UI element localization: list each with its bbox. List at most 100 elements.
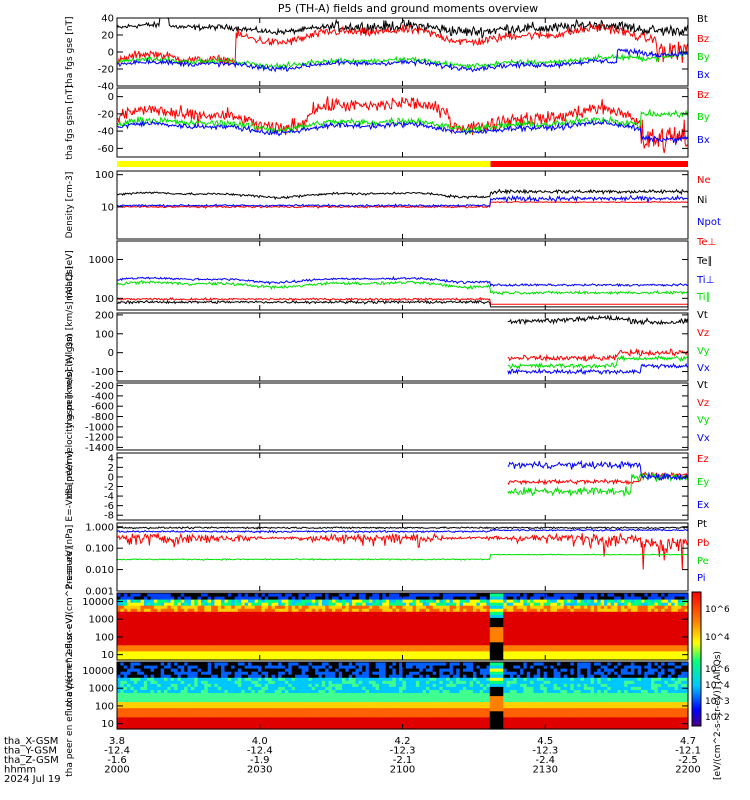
spec-cell bbox=[664, 617, 669, 621]
spec-cell bbox=[295, 641, 299, 646]
spec-cell bbox=[382, 614, 387, 618]
spec-cell bbox=[436, 629, 441, 634]
spec-cell bbox=[560, 614, 565, 618]
spec-cell bbox=[177, 722, 182, 727]
spec-cell bbox=[533, 650, 538, 655]
spec-cell bbox=[375, 650, 380, 655]
spec-cell bbox=[567, 593, 572, 597]
spec-cell bbox=[409, 608, 414, 612]
spec-cell bbox=[610, 614, 615, 618]
spec-cell bbox=[143, 647, 148, 652]
spec-cell bbox=[597, 605, 602, 609]
spec-cell bbox=[647, 657, 652, 661]
spec-cell bbox=[211, 692, 215, 697]
spec-cell bbox=[174, 623, 179, 628]
spec-cell bbox=[345, 641, 350, 646]
spec-cell bbox=[681, 623, 686, 628]
spec-cell bbox=[395, 593, 400, 597]
spec-cell bbox=[499, 653, 504, 658]
spec-cell bbox=[459, 650, 464, 655]
spec-cell bbox=[590, 602, 595, 606]
spec-cell bbox=[221, 593, 226, 597]
spec-cell bbox=[389, 644, 394, 649]
spec-cell bbox=[217, 701, 222, 706]
spec-cell bbox=[311, 623, 316, 628]
spec-cell bbox=[432, 632, 437, 637]
spec-cell bbox=[671, 641, 676, 646]
spec-cell bbox=[432, 653, 437, 658]
spec-cell bbox=[624, 632, 629, 637]
spec-cell bbox=[231, 647, 236, 652]
spec-cell bbox=[120, 596, 125, 600]
spec-cell bbox=[644, 641, 649, 646]
spec-cell bbox=[201, 599, 205, 603]
spec-cell bbox=[170, 611, 175, 615]
spec-cell bbox=[449, 608, 454, 612]
spec-cell bbox=[217, 726, 222, 730]
spec-cell bbox=[117, 680, 121, 684]
spec-cell bbox=[345, 596, 350, 600]
spec-cell bbox=[291, 620, 296, 624]
spec-cell bbox=[160, 704, 165, 709]
spec-cell bbox=[463, 599, 467, 603]
y-tick-label-peer_vel-5: -400 bbox=[91, 391, 114, 402]
spec-cell bbox=[617, 620, 622, 624]
spec-cell bbox=[671, 614, 676, 618]
spec-cell bbox=[254, 716, 259, 721]
spec-cell bbox=[120, 683, 125, 687]
spec-cell bbox=[661, 647, 666, 652]
spec-cell bbox=[358, 599, 363, 603]
spec-cell bbox=[580, 635, 585, 640]
spec-cell bbox=[261, 692, 266, 697]
spec-cell bbox=[295, 599, 299, 603]
spec-cell bbox=[174, 596, 179, 600]
spec-cell bbox=[372, 626, 377, 631]
spec-cell bbox=[510, 632, 514, 637]
spec-cell bbox=[117, 629, 121, 634]
spec-cell bbox=[201, 662, 205, 666]
spec-cell bbox=[254, 704, 259, 709]
spec-cell bbox=[368, 653, 373, 658]
spec-cell bbox=[496, 617, 501, 621]
spec-cell bbox=[540, 605, 545, 609]
spec-cell bbox=[295, 596, 299, 600]
spec-cell bbox=[345, 608, 350, 612]
spec-cell bbox=[194, 641, 199, 646]
spec-cell bbox=[409, 641, 414, 646]
spec-cell bbox=[580, 629, 585, 634]
spec-cell bbox=[140, 671, 145, 675]
spec-cell bbox=[315, 626, 320, 631]
spec-cell bbox=[234, 674, 239, 678]
spec-cell bbox=[661, 641, 666, 646]
spec-cell bbox=[227, 608, 232, 612]
spec-cell bbox=[274, 638, 279, 643]
spec-cell bbox=[442, 657, 447, 661]
spec-cell bbox=[251, 605, 256, 609]
spec-cell bbox=[419, 650, 424, 655]
spec-cell bbox=[204, 671, 209, 675]
spec-cell bbox=[120, 692, 125, 697]
spec-cell bbox=[167, 653, 172, 658]
series-line-pressure-1 bbox=[116, 532, 689, 570]
spec-cell bbox=[439, 638, 444, 643]
spec-cell bbox=[332, 617, 336, 621]
spec-cell bbox=[234, 644, 239, 649]
spec-cell bbox=[456, 635, 461, 640]
spec-cell bbox=[261, 698, 266, 703]
spec-cell bbox=[288, 641, 293, 646]
spec-cell bbox=[553, 593, 558, 597]
spec-cell bbox=[325, 599, 330, 603]
spec-cell bbox=[197, 707, 202, 712]
spec-cell bbox=[533, 608, 538, 612]
spec-cell bbox=[573, 602, 578, 606]
spec-cell bbox=[358, 650, 363, 655]
spec-cell bbox=[365, 596, 370, 600]
spec-cell bbox=[557, 629, 561, 634]
spec-cell bbox=[372, 638, 377, 643]
spec-cell bbox=[190, 653, 195, 658]
spec-cell bbox=[664, 647, 669, 652]
spec-cell bbox=[654, 641, 659, 646]
spec-cell bbox=[130, 593, 135, 597]
spec-cell bbox=[251, 635, 256, 640]
spec-cell bbox=[583, 629, 588, 634]
